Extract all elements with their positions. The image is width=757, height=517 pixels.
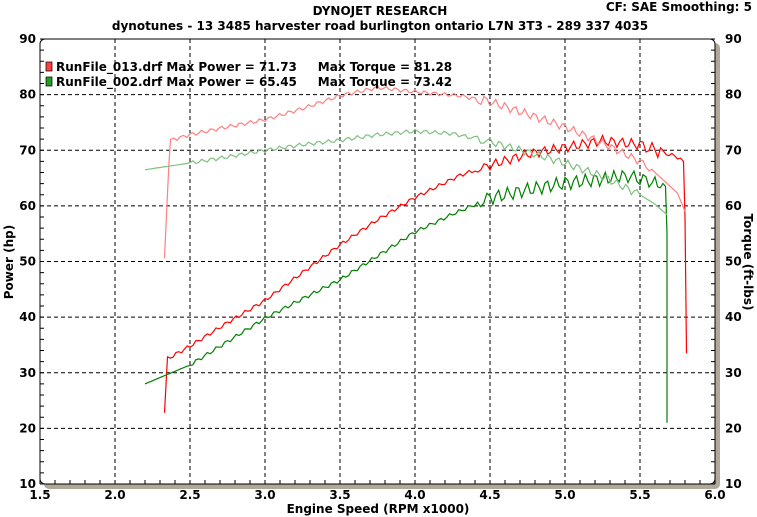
y-tick-label: 80 xyxy=(19,88,36,102)
y2-tick-label: 10 xyxy=(725,477,742,491)
chart-title: DYNOJET RESEARCH xyxy=(313,4,448,18)
series-line-3 xyxy=(144,168,668,423)
x-tick-label: 3.0 xyxy=(254,488,275,502)
x-tick-label: 1.5 xyxy=(29,488,50,502)
series-line-2 xyxy=(163,85,686,259)
legend-swatch-013 xyxy=(45,61,53,72)
series-line-4 xyxy=(144,128,668,216)
y-tick-label: 10 xyxy=(19,477,36,491)
x-tick-label: 3.5 xyxy=(329,488,350,502)
series-line-1 xyxy=(163,133,688,413)
legend-entry-013: RunFile_013.drf Max Power = 71.73 Max To… xyxy=(56,60,452,75)
y2-tick-label: 80 xyxy=(725,88,742,102)
y-tick-label: 30 xyxy=(19,366,36,380)
chart-subtitle: dynotunes - 13 3485 harvester road burli… xyxy=(112,19,648,33)
x-tick-label: 6.0 xyxy=(704,488,725,502)
y2-tick-label: 40 xyxy=(725,310,742,324)
y2-tick-label: 90 xyxy=(725,32,742,46)
x-tick-label: 4.5 xyxy=(479,488,500,502)
y-tick-label: 40 xyxy=(19,310,36,324)
legend-entry-002: RunFile_002.drf Max Power = 65.45 Max To… xyxy=(56,75,452,90)
y2-tick-label: 60 xyxy=(725,199,742,213)
y-axis-label: Power (hp) xyxy=(2,225,16,299)
y-tick-label: 70 xyxy=(19,143,36,157)
chart-info: CF: SAE Smoothing: 5 xyxy=(606,0,752,14)
y2-tick-label: 50 xyxy=(725,255,742,269)
x-tick-label: 5.5 xyxy=(629,488,650,502)
y2-axis-label: Torque (ft-lbs) xyxy=(741,214,755,311)
x-tick-label: 4.0 xyxy=(404,488,425,502)
y2-tick-label: 30 xyxy=(725,366,742,380)
y-tick-label: 50 xyxy=(19,255,36,269)
x-axis-label: Engine Speed (RPM x1000) xyxy=(287,502,470,516)
y-tick-label: 20 xyxy=(19,421,36,435)
y2-tick-label: 70 xyxy=(725,143,742,157)
x-tick-label: 5.0 xyxy=(554,488,575,502)
y-tick-label: 90 xyxy=(19,32,36,46)
legend-swatch-002 xyxy=(45,76,53,87)
legend: RunFile_013.drf Max Power = 71.73 Max To… xyxy=(45,60,452,90)
y-tick-label: 60 xyxy=(19,199,36,213)
x-tick-label: 2.0 xyxy=(104,488,125,502)
y2-tick-label: 20 xyxy=(725,421,742,435)
x-tick-label: 2.5 xyxy=(179,488,200,502)
